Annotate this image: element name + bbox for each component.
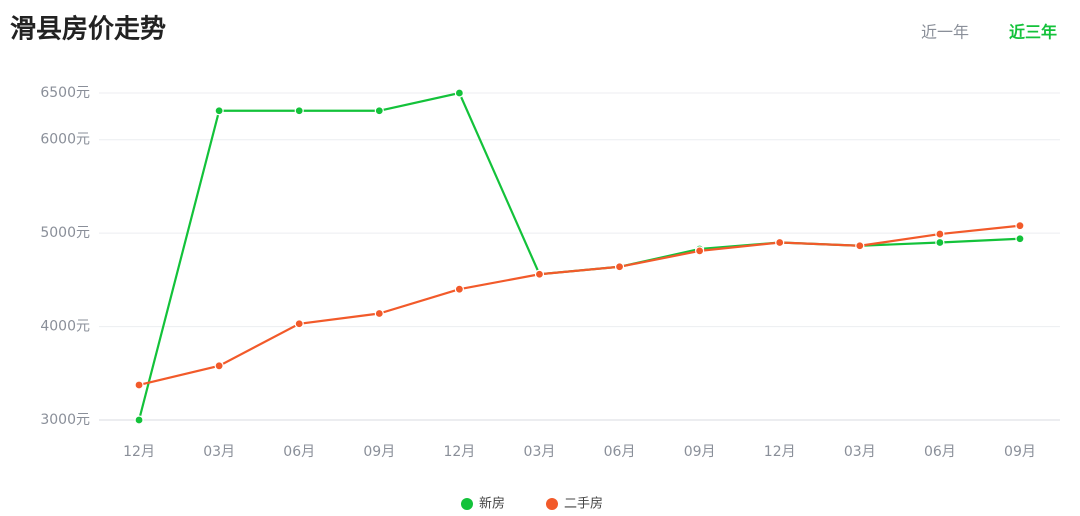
data-point: [374, 308, 384, 319]
data-point: [1015, 234, 1025, 244]
y-tick-label: 3000元: [40, 412, 90, 428]
x-tick-label: 06月: [604, 444, 636, 460]
x-tick-label: 12月: [443, 444, 475, 460]
data-point: [935, 229, 945, 239]
legend-label: 二手房: [564, 496, 603, 512]
data-point: [935, 237, 945, 248]
tab[interactable]: 近一年: [921, 23, 969, 42]
y-tick-label: 5000元: [40, 225, 90, 241]
data-point: [1015, 221, 1025, 231]
data-point: [134, 415, 144, 425]
x-tick-label: 09月: [1004, 444, 1036, 460]
chart-title: 滑县房价走势: [10, 15, 166, 45]
legend-swatch: [461, 498, 473, 510]
data-point: [454, 88, 464, 98]
tab-active[interactable]: 近三年: [1009, 23, 1057, 42]
y-tick-label: 6500元: [40, 85, 90, 101]
x-tick-label: 12月: [764, 444, 796, 460]
data-point: [534, 269, 545, 279]
data-point: [855, 241, 865, 251]
x-tick-label: 12月: [123, 444, 155, 460]
data-point: [294, 319, 304, 329]
data-point: [454, 284, 464, 294]
data-point: [374, 106, 384, 116]
x-tick-label: 09月: [684, 444, 716, 460]
x-tick-label: 06月: [924, 444, 956, 460]
series-line: [137, 91, 1021, 421]
legend-swatch: [546, 498, 558, 510]
legend-label: 新房: [479, 496, 505, 512]
data-point: [214, 106, 224, 116]
x-tick-label: 06月: [283, 444, 315, 460]
series-line: [138, 224, 1021, 387]
x-tick-label: 09月: [363, 444, 395, 460]
y-tick-label: 4000元: [40, 319, 90, 335]
x-tick-label: 03月: [844, 444, 876, 460]
x-tick-label: 03月: [203, 444, 235, 460]
data-point: [695, 246, 705, 256]
data-point: [134, 380, 144, 390]
x-tick-label: 03月: [524, 444, 556, 460]
data-point: [214, 361, 224, 371]
data-point: [294, 106, 304, 116]
y-tick-label: 6000元: [40, 132, 90, 148]
data-point: [614, 262, 625, 272]
data-point: [775, 237, 785, 248]
